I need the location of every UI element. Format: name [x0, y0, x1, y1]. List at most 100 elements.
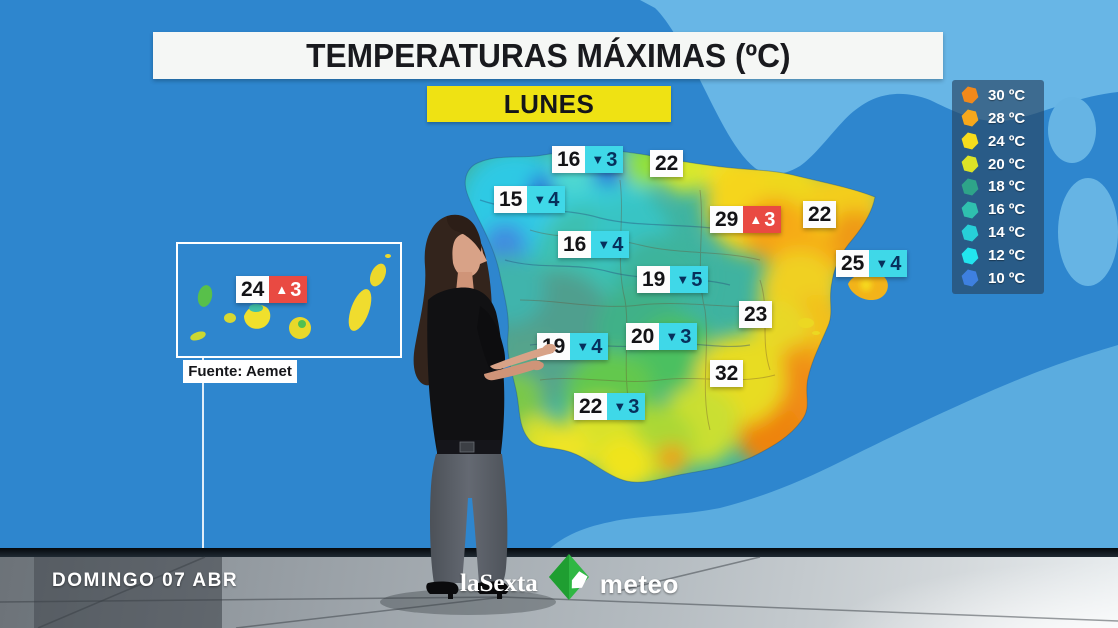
arrow-down-icon: ▼	[533, 192, 547, 207]
legend-temp-text: 30 ºC	[988, 86, 1026, 104]
temp-delta-down: ▼ 4	[570, 333, 609, 360]
date-label: DOMINGO 07 ABR	[52, 570, 239, 591]
presenter-shoe-right	[476, 581, 509, 594]
floor-seam-lines	[0, 556, 1118, 628]
sardinia	[1058, 178, 1118, 286]
legend-temp-text: 24 ºC	[988, 132, 1026, 150]
arrow-down-icon: ▼	[676, 272, 690, 287]
legend-temp-text: 14 ºC	[988, 224, 1026, 242]
delta-value: 4	[890, 252, 902, 275]
canary-islands-map	[190, 254, 391, 341]
channel-wordmark: laSexta	[460, 570, 538, 597]
arrow-down-icon: ▼	[597, 237, 611, 252]
arrow-up-icon: ▲	[749, 212, 763, 227]
channel-branding: laSexta meteo	[460, 554, 679, 600]
arrow-up-icon: ▲	[275, 282, 289, 297]
temp-value: 16	[552, 146, 586, 173]
program-wordmark: meteo	[599, 568, 679, 599]
weather-wall-screen: TEMPERATURAS MÁXIMAS (ºC) LUNES 30 ºC 28 …	[153, 0, 1118, 553]
headline-bar: TEMPERATURAS MÁXIMAS (ºC)	[153, 32, 943, 79]
delta-value: 4	[591, 335, 603, 358]
temp-value: 19	[637, 266, 671, 293]
source-text: Fuente: Aemet	[188, 363, 292, 380]
floor-shadow-band-left	[0, 557, 34, 628]
day-label: LUNES	[503, 88, 595, 119]
africa-landmass	[545, 345, 1118, 553]
temp-label-valencia: 23	[739, 301, 773, 328]
delta-value: 3	[680, 325, 692, 348]
delta-value: 4	[548, 188, 560, 211]
legend-row: 18 ºC	[961, 176, 1044, 197]
legend-temp-text: 20 ºC	[988, 155, 1026, 173]
temp-delta-up: ▲ 3	[269, 276, 308, 303]
presenter-shoe-left	[426, 581, 459, 594]
arrow-down-icon: ▼	[591, 152, 605, 167]
temp-value: 20	[626, 323, 660, 350]
presenter-hand-2	[532, 361, 544, 371]
temp-value: 25	[836, 250, 870, 277]
legend-temp-text: 28 ºC	[988, 109, 1026, 127]
delta-value: 3	[764, 208, 776, 231]
presenter-sleeve	[477, 306, 506, 370]
temp-label-cantabria: 16 ▼ 3	[552, 146, 624, 173]
day-banner: LUNES	[427, 86, 671, 122]
headline-title: TEMPERATURAS MÁXIMAS (ºC)	[305, 36, 791, 74]
presenter-hand	[542, 343, 556, 355]
temp-label-cataluna: 22	[803, 201, 837, 228]
wall-seam-line	[202, 356, 204, 553]
delta-value: 4	[612, 233, 624, 256]
legend-row: 10 ºC	[961, 268, 1044, 289]
temp-value: 24	[236, 276, 270, 303]
temp-value: 22	[574, 393, 608, 420]
temp-value: 15	[494, 186, 528, 213]
temp-label-canarias: 24 ▲ 3	[236, 276, 308, 303]
temp-delta-up: ▲ 3	[743, 206, 782, 233]
canary-islands-inset	[176, 242, 402, 358]
corsica	[1048, 97, 1096, 163]
temperature-legend: 30 ºC 28 ºC 24 ºC 20 ºC 18 ºC 16 ºC 14 ºC 12 ºC…	[952, 80, 1044, 294]
temp-value: 23	[739, 301, 773, 328]
temp-value: 32	[710, 360, 744, 387]
temp-value: 29	[710, 206, 744, 233]
temp-label-madrid: 19 ▼ 5	[637, 266, 709, 293]
delta-value: 5	[691, 268, 703, 291]
presenter-forearm	[490, 345, 554, 370]
legend-row: 12 ºC	[961, 245, 1044, 266]
arrow-down-icon: ▼	[665, 329, 679, 344]
temp-label-aragon: 29 ▲ 3	[710, 206, 782, 233]
temp-delta-down: ▼ 3	[585, 146, 624, 173]
legend-row: 16 ºC	[961, 199, 1044, 220]
source-credit: Fuente: Aemet	[183, 360, 297, 383]
temp-value: 16	[558, 231, 592, 258]
lasexta-logo-icon	[548, 554, 589, 600]
legend-temp-text: 18 ºC	[988, 178, 1026, 196]
temp-value: 22	[650, 150, 684, 177]
presenter-heel-right	[497, 594, 502, 599]
temp-label-murcia: 32	[710, 360, 744, 387]
presenter-heel-left	[448, 594, 453, 599]
temp-delta-down: ▼ 3	[607, 393, 646, 420]
temp-label-galicia: 15 ▼ 4	[494, 186, 566, 213]
arrow-down-icon: ▼	[613, 399, 627, 414]
temp-label-baleares: 25 ▼ 4	[836, 250, 908, 277]
temp-label-castilla-leon: 16 ▼ 4	[558, 231, 630, 258]
temp-delta-down: ▼ 5	[670, 266, 709, 293]
temp-delta-down: ▼ 4	[869, 250, 908, 277]
temp-label-pais-vasco: 22	[650, 150, 684, 177]
legend-row: 14 ºC	[961, 222, 1044, 243]
temp-delta-down: ▼ 3	[659, 323, 698, 350]
presenter-forearm-2	[484, 360, 541, 381]
legend-row: 20 ºC	[961, 154, 1044, 175]
delta-value: 3	[606, 148, 618, 171]
temp-label-andalucia: 22 ▼ 3	[574, 393, 646, 420]
legend-temp-text: 16 ºC	[988, 201, 1026, 219]
temp-delta-down: ▼ 4	[527, 186, 566, 213]
legend-row: 28 ºC	[961, 108, 1044, 129]
temp-delta-down: ▼ 4	[591, 231, 630, 258]
temp-value: 22	[803, 201, 837, 228]
presenter-hair-front	[446, 214, 482, 252]
arrow-down-icon: ▼	[576, 339, 590, 354]
legend-row: 30 ºC	[961, 85, 1044, 106]
